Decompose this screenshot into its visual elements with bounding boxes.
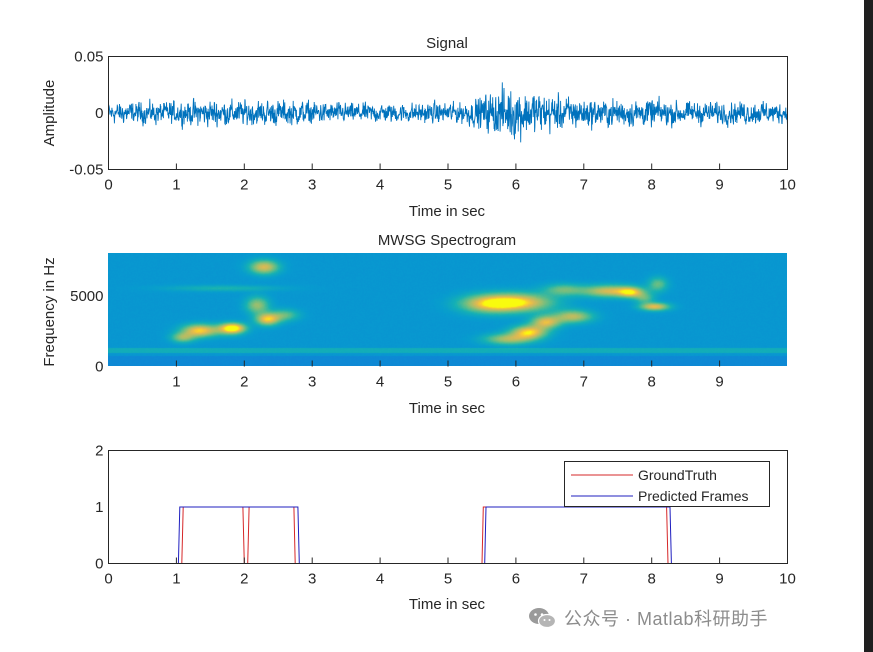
y-tick-label: 5000 (70, 288, 103, 305)
spectrogram-ylabel: Frequency in Hz (41, 257, 58, 366)
x-tick-label: 2 (240, 571, 248, 588)
x-tick-label: 5 (444, 177, 452, 194)
x-tick-label: 6 (512, 374, 520, 391)
x-tick-label: 4 (376, 177, 384, 194)
x-tick-label: 9 (715, 177, 723, 194)
x-tick-label: 6 (512, 177, 520, 194)
y-tick-label: 0 (95, 556, 103, 573)
x-tick-label: 3 (308, 571, 316, 588)
x-tick-label: 3 (308, 177, 316, 194)
frames-plot: 0 1 2 3 4 5 6 7 8 9 10 210 Time in sec GroundTruth… (95, 443, 796, 614)
spectrogram-xlabel: Time in sec (409, 400, 486, 417)
x-tick-label: 5 (444, 374, 452, 391)
x-tick-label: 8 (648, 571, 656, 588)
x-tick-label: 0 (104, 177, 112, 194)
x-tick-label: 1 (172, 177, 180, 194)
wechat-icon (529, 608, 556, 629)
x-tick-label: 8 (648, 374, 656, 391)
x-tick-label: 3 (308, 374, 316, 391)
signal-xlabel: Time in sec (409, 203, 486, 220)
x-tick-label: 10 (779, 571, 796, 588)
legend: GroundTruth Predicted Frames (564, 461, 770, 507)
x-tick-label: 4 (376, 374, 384, 391)
x-tick-label: 7 (580, 177, 588, 194)
y-tick-label: 0.05 (74, 49, 103, 66)
window-edge (864, 0, 873, 652)
x-tick-label: 0 (104, 571, 112, 588)
y-tick-label: -0.05 (69, 162, 103, 179)
x-tick-label: 7 (580, 374, 588, 391)
x-tick-label: 8 (648, 177, 656, 194)
x-tick-label: 2 (240, 374, 248, 391)
x-tick-label: 5 (444, 571, 452, 588)
legend-box (564, 461, 770, 507)
watermark: 公众号 · Matlab科研助手 (528, 604, 768, 632)
signal-title: Signal (426, 35, 468, 52)
x-tick-label: 9 (715, 571, 723, 588)
signal-ylabel: Amplitude (41, 80, 58, 147)
x-tick-label: 7 (580, 571, 588, 588)
spectrogram-heatmap (108, 253, 787, 366)
x-tick-label: 9 (715, 374, 723, 391)
watermark-text: 公众号 · Matlab科研助手 (564, 609, 769, 629)
legend-label-groundtruth: GroundTruth (638, 467, 717, 483)
x-tick-label: 2 (240, 177, 248, 194)
signal-plot: Signal 0 1 2 3 4 5 6 7 8 9 10 0.050-0.05 Time in s… (41, 35, 796, 220)
y-tick-label: 1 (95, 499, 103, 516)
spectrogram-title: MWSG Spectrogram (378, 232, 516, 249)
legend-label-predicted: Predicted Frames (638, 488, 748, 504)
signal-series-line (108, 82, 787, 143)
frames-xlabel: Time in sec (409, 596, 486, 613)
y-tick-label: 2 (95, 443, 103, 460)
x-tick-label: 1 (172, 374, 180, 391)
x-tick-label: 6 (512, 571, 520, 588)
x-tick-label: 1 (172, 571, 180, 588)
predicted-series-line (108, 506, 788, 564)
y-tick-label: 0 (95, 359, 103, 376)
y-tick-label: 0 (95, 105, 103, 122)
x-tick-label: 10 (779, 177, 796, 194)
groundtruth-series-line (108, 506, 788, 564)
x-tick-label: 4 (376, 571, 384, 588)
spectrogram-plot: MWSG Spectrogram 1 2 3 4 5 6 7 8 9 5000 0 Time in… (41, 232, 787, 417)
